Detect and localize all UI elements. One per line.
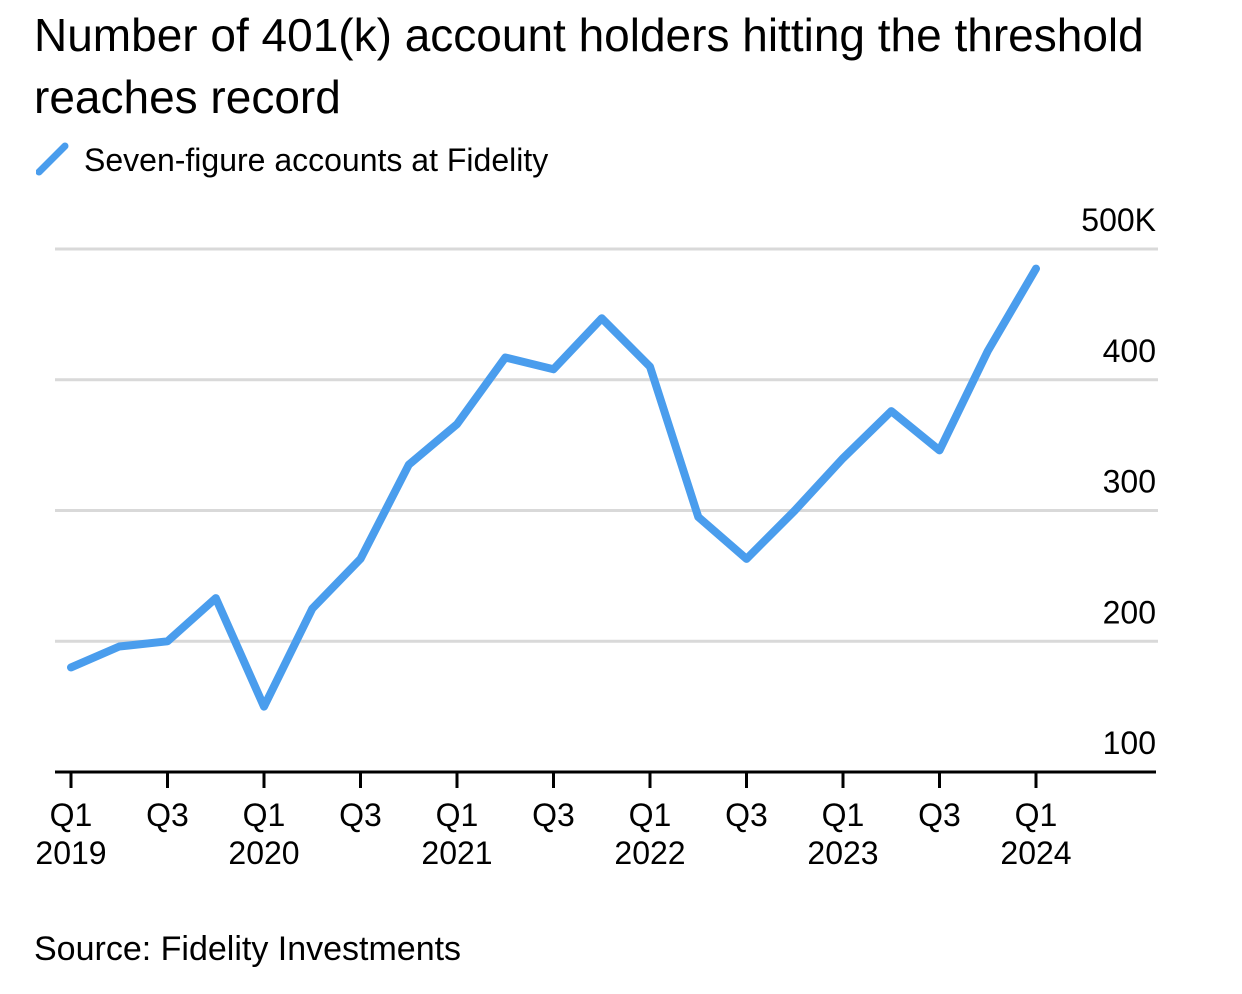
y-tick-label-400: 400 <box>1103 333 1156 369</box>
x-tick-year-label-20: 2024 <box>1000 835 1071 871</box>
y-tick-label-200: 200 <box>1103 594 1156 630</box>
series-layer <box>67 264 1040 711</box>
y-tick-label-100: 100 <box>1103 725 1156 761</box>
x-tick-label-14: Q3 <box>725 797 768 833</box>
legend-swatch-icon <box>36 142 69 176</box>
x-tick-year-label-8: 2021 <box>421 835 492 871</box>
legend: Seven-figure accounts at Fidelity <box>36 140 548 180</box>
x-tick-label-16: Q1 <box>822 797 865 833</box>
x-tick-label-4: Q1 <box>243 797 286 833</box>
x-tick-label-10: Q3 <box>532 797 575 833</box>
x-tick-year-label-16: 2023 <box>807 835 878 871</box>
x-tick-year-label-0: 2019 <box>35 835 106 871</box>
x-tick-label-0: Q1 <box>50 797 93 833</box>
x-tick-label-8: Q1 <box>436 797 479 833</box>
x-tick-label-18: Q3 <box>918 797 961 833</box>
x-tick-label-12: Q1 <box>629 797 672 833</box>
y-tick-label-500: 500K <box>1081 202 1156 238</box>
legend-label: Seven-figure accounts at Fidelity <box>84 141 549 178</box>
y-tick-label-300: 300 <box>1103 464 1156 500</box>
x-tick-year-label-12: 2022 <box>614 835 685 871</box>
y-axis-labels: 100 200 300 400 500K <box>1081 202 1156 761</box>
grid-layer <box>55 247 1158 643</box>
x-tick-label-2: Q3 <box>146 797 189 833</box>
x-tick-year-label-4: 2020 <box>228 835 299 871</box>
source-note: Source: Fidelity Investments <box>34 930 462 968</box>
x-tick-label-20: Q1 <box>1015 797 1058 833</box>
x-axis <box>55 770 1156 788</box>
chart-title: Number of 401(k) account holders hitting… <box>34 9 1144 123</box>
x-tick-label-6: Q3 <box>339 797 382 833</box>
